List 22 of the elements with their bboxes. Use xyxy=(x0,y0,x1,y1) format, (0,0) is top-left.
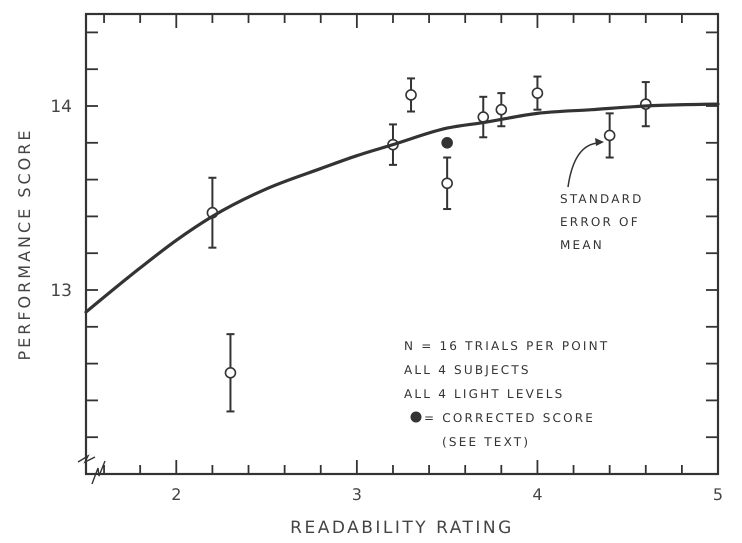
annotation: ALL 4 SUBJECTS xyxy=(404,363,531,377)
x-axis-title: READABILITY RATING xyxy=(290,518,514,538)
x-tick-label: 4 xyxy=(532,485,543,504)
x-tick-label: 3 xyxy=(352,485,362,504)
annotation: STANDARD ERROR OF MEAN xyxy=(560,192,644,252)
legend-label: = CORRECTED SCORE xyxy=(424,411,596,425)
point xyxy=(477,111,490,123)
point xyxy=(532,87,544,99)
x-tick-label: 5 xyxy=(712,485,724,504)
point xyxy=(441,177,453,190)
point xyxy=(224,367,236,379)
y-tick-label: 14 xyxy=(50,97,72,117)
annotation: N = 16 TRIALS PER POINT xyxy=(404,339,610,353)
point xyxy=(405,89,417,101)
point xyxy=(441,137,453,149)
y-axis-title: PERFORMANCE SCORE xyxy=(15,127,34,361)
annotation: ALL 4 LIGHT LEVELS xyxy=(404,387,564,401)
y-tick-label: 13 xyxy=(50,281,72,301)
x-tick-label: 2 xyxy=(171,485,182,504)
point xyxy=(604,130,616,142)
annotation: (SEE TEXT) xyxy=(442,435,530,449)
point xyxy=(496,104,508,116)
